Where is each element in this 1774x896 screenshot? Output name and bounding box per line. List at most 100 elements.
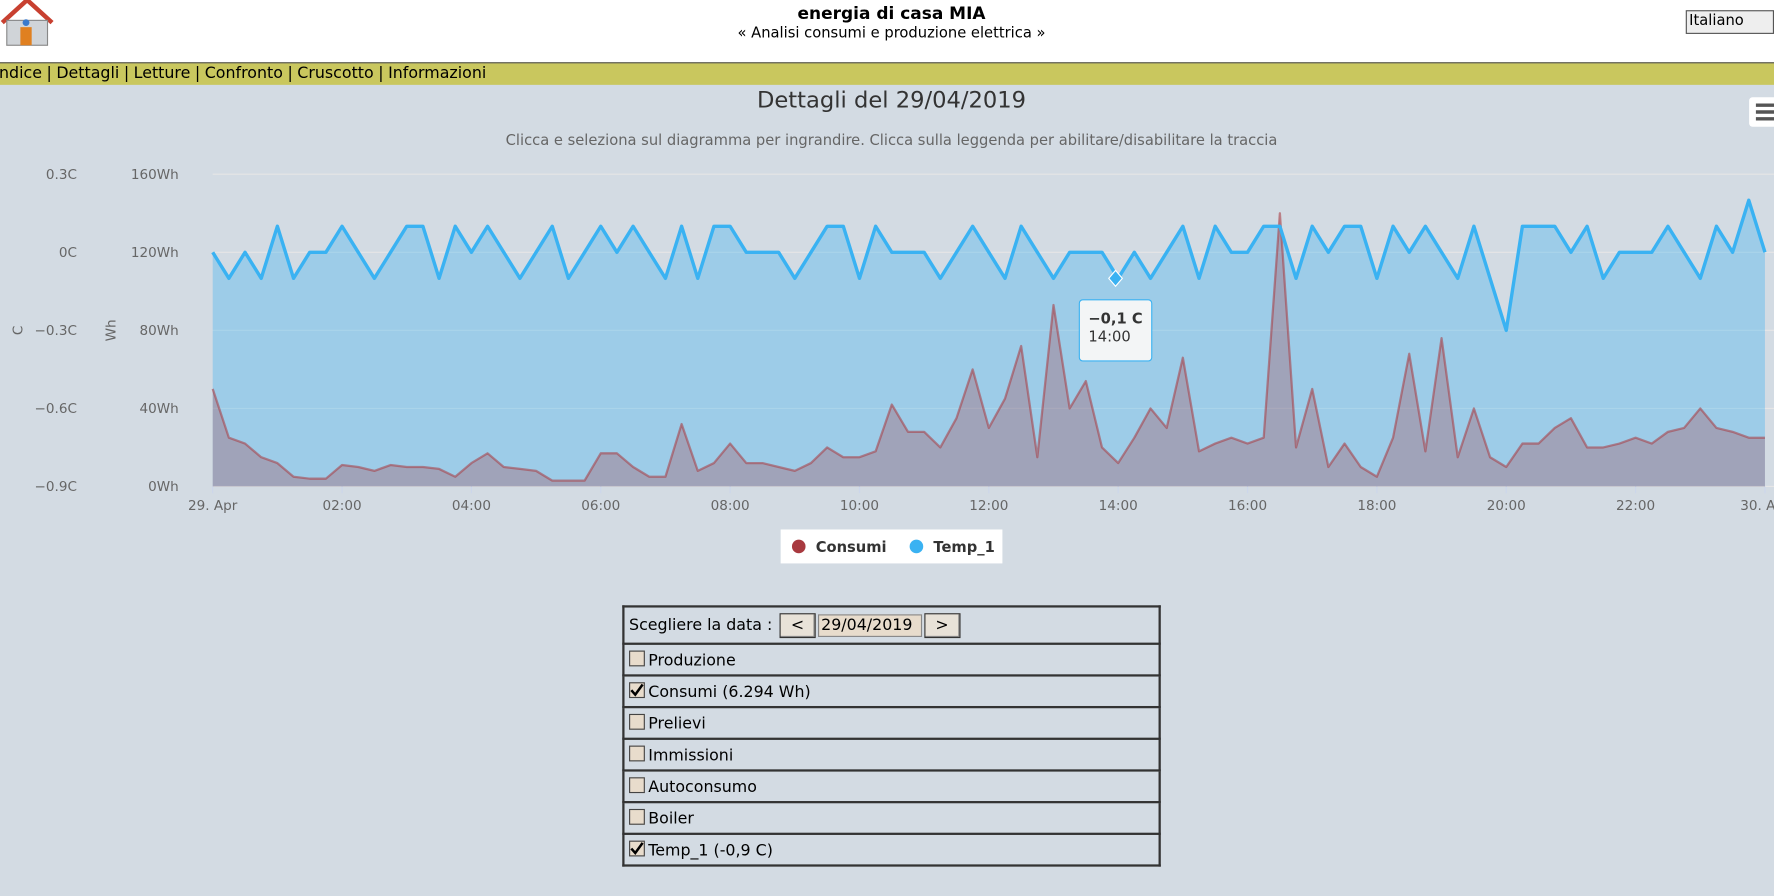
- y2-tick-label: −0.3C: [35, 323, 77, 339]
- option-label: Temp_1 (-0,9 C): [648, 841, 773, 860]
- language-select[interactable]: Italiano: [1685, 10, 1774, 34]
- home-icon[interactable]: [0, 0, 54, 48]
- y-tick-label: 40Wh: [139, 401, 178, 417]
- option-cell: Autoconsumo: [622, 769, 1161, 804]
- option-label: Consumi (6.294 Wh): [648, 682, 811, 701]
- option-row: Temp_1 (-0,9 C): [622, 832, 1161, 867]
- y2-tick-label: −0.9C: [35, 479, 77, 495]
- date-label: Scegliere la data :: [629, 616, 773, 635]
- x-tick-label: 12:00: [969, 498, 1008, 514]
- series-line: [211, 198, 1767, 333]
- y2-tick-label: −0.6C: [35, 401, 77, 417]
- options-table: Scegliere la data : <29/04/2019 > Produzio…: [622, 605, 1161, 867]
- y2-axis-title: C: [11, 326, 27, 335]
- option-cell: Produzione: [622, 642, 1161, 677]
- site-title: energia di casa MIA: [797, 3, 986, 24]
- x-tick-label: 08:00: [711, 498, 750, 514]
- option-cell: Prelievi: [622, 705, 1161, 740]
- tooltip-value: −0,1 C: [1088, 311, 1142, 328]
- y2-tick-label: 0.3C: [46, 167, 77, 183]
- x-tick-label: 02:00: [323, 498, 362, 514]
- series-area: [212, 213, 1765, 487]
- y2-tick-label: 0C: [59, 245, 77, 261]
- header: energia di casa MIA « Analisi consumi e …: [0, 0, 1774, 63]
- chart-subtitle: Clicca e seleziona sul diagramma per ing…: [506, 132, 1278, 149]
- option-cell: Consumi (6.294 Wh): [622, 674, 1161, 709]
- option-cell: Temp_1 (-0,9 C): [622, 832, 1161, 867]
- legend-box: [780, 529, 1003, 564]
- legend-label[interactable]: Temp_1: [933, 539, 994, 556]
- chart: Dettagli del 29/04/2019 Clicca e selezio…: [11, 87, 1774, 564]
- x-tick-label: 18:00: [1357, 498, 1396, 514]
- checkbox[interactable]: [629, 649, 645, 666]
- option-cell: Boiler: [622, 801, 1161, 835]
- checkbox[interactable]: [629, 776, 645, 793]
- nav-separator: |: [378, 64, 384, 83]
- x-tick-label: 20:00: [1487, 498, 1526, 514]
- tooltip-time: 14:00: [1088, 329, 1130, 346]
- option-row: Boiler: [622, 801, 1161, 835]
- legend-marker: [909, 539, 924, 554]
- option-row: Produzione: [622, 642, 1161, 677]
- check-mark: [630, 841, 644, 855]
- option-label: Prelievi: [648, 714, 706, 733]
- menu-icon[interactable]: [1749, 97, 1774, 127]
- legend-label[interactable]: Consumi: [816, 539, 887, 556]
- nav-separator: |: [123, 64, 130, 83]
- next-button[interactable]: >: [924, 612, 961, 638]
- tooltip-marker: [1108, 269, 1124, 288]
- nav-separator: |: [287, 64, 293, 83]
- checkbox[interactable]: [629, 745, 645, 761]
- nav-separator: |: [194, 64, 201, 83]
- nav-link[interactable]: Letture: [133, 64, 191, 83]
- checkbox[interactable]: [629, 713, 645, 730]
- site-subtitle: « Analisi consumi e produzione elettrica…: [737, 24, 1046, 42]
- tooltip: −0,1 C14:00: [1078, 269, 1153, 362]
- option-row: Consumi (6.294 Wh): [622, 674, 1161, 709]
- y-tick-label: 80Wh: [139, 323, 178, 339]
- x-tick-label: 30. Apr: [1740, 498, 1774, 514]
- date-row: Scegliere la data : <29/04/2019 >: [622, 605, 1161, 645]
- x-tick-label: 29. Apr: [188, 498, 238, 514]
- option-label: Immissioni: [648, 746, 734, 765]
- option-row: Prelievi: [622, 705, 1161, 740]
- chart-title: Dettagli del 29/04/2019: [757, 87, 1026, 113]
- y-axis-title: Wh: [103, 319, 119, 341]
- tooltip-box: [1078, 299, 1153, 362]
- series-area: [212, 200, 1765, 487]
- option-row: Immissioni: [622, 737, 1161, 772]
- prev-button[interactable]: <: [779, 612, 816, 638]
- checkbox[interactable]: [629, 681, 645, 698]
- x-tick-label: 06:00: [581, 498, 620, 514]
- nav-link[interactable]: Dettagli: [56, 64, 120, 83]
- check-mark: [630, 683, 644, 697]
- nav-link[interactable]: Informazioni: [388, 64, 487, 83]
- y-tick-label: 160Wh: [131, 167, 179, 183]
- x-tick-label: 10:00: [840, 498, 879, 514]
- nav-bar: Indice|Dettagli|Letture|Confronto|Crusco…: [0, 62, 1774, 85]
- y-tick-label: 120Wh: [131, 245, 179, 261]
- x-tick-label: 14:00: [1099, 498, 1138, 514]
- checkbox[interactable]: [629, 808, 645, 825]
- x-tick-label: 04:00: [452, 498, 491, 514]
- option-label: Produzione: [648, 651, 736, 670]
- x-tick-label: 22:00: [1616, 498, 1655, 514]
- legend-marker: [791, 539, 806, 554]
- nav-link[interactable]: Cruscotto: [297, 64, 374, 83]
- series-line: [211, 212, 1765, 482]
- option-row: Autoconsumo: [622, 769, 1161, 804]
- option-label: Boiler: [648, 809, 694, 828]
- option-label: Autoconsumo: [648, 777, 757, 796]
- nav-link[interactable]: Confronto: [204, 64, 283, 83]
- date-cell: Scegliere la data : <29/04/2019 >: [622, 605, 1161, 645]
- option-cell: Immissioni: [622, 737, 1161, 772]
- x-tick-label: 16:00: [1228, 498, 1267, 514]
- nav-link[interactable]: Indice: [0, 64, 42, 83]
- checkbox[interactable]: [629, 840, 645, 856]
- nav-separator: |: [46, 64, 52, 83]
- y-tick-label: 0Wh: [148, 479, 179, 495]
- nav-items: Indice|Dettagli|Letture|Confronto|Crusco…: [0, 63, 491, 84]
- date-input[interactable]: 29/04/2019: [817, 613, 922, 637]
